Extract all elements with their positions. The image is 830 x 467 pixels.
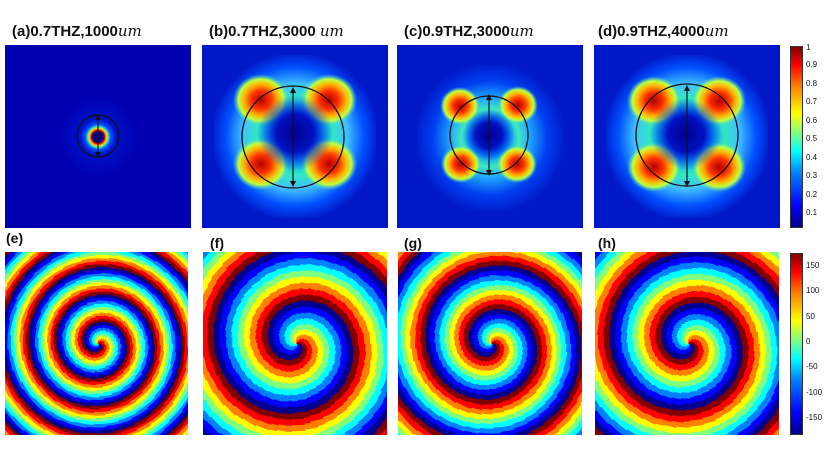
intensity-tick: 0.9 xyxy=(806,60,817,69)
panel-c-title: (c)0.9THZ,3000um xyxy=(404,22,534,40)
phase-tick: 100 xyxy=(806,286,819,295)
phase-tick: -100 xyxy=(806,388,822,397)
intensity-panel-b xyxy=(202,45,388,228)
intensity-panel-a xyxy=(5,45,191,228)
panel-b-title: (b)0.7THZ,3000 um xyxy=(209,22,344,40)
intensity-colorbar xyxy=(790,46,803,228)
panel-a-title: (a)0.7THZ,1000um xyxy=(12,22,142,40)
intensity-tick: 0.1 xyxy=(806,208,817,217)
intensity-tick: 0.3 xyxy=(806,171,817,180)
intensity-panel-d xyxy=(594,45,780,228)
phase-tick: 150 xyxy=(806,261,819,270)
intensity-tick: 0.5 xyxy=(806,134,817,143)
phase-panel-f xyxy=(203,252,387,435)
intensity-tick: 0.6 xyxy=(806,116,817,125)
panel-d-title: (d)0.9THZ,4000um xyxy=(598,22,729,40)
phase-panel-e xyxy=(5,252,188,435)
phase-colorbar xyxy=(790,253,803,435)
intensity-tick: 0.8 xyxy=(806,79,817,88)
phase-tick: -150 xyxy=(806,413,822,422)
intensity-tick: 0.2 xyxy=(806,190,817,199)
panel-f-label: (f) xyxy=(210,235,224,251)
phase-tick: 0 xyxy=(806,337,810,346)
phase-tick: 50 xyxy=(806,312,815,321)
phase-panel-g xyxy=(398,252,582,435)
intensity-panel-c xyxy=(397,45,583,228)
panel-g-label: (g) xyxy=(404,235,422,251)
intensity-tick: 0.4 xyxy=(806,153,817,162)
intensity-tick: 0.7 xyxy=(806,97,817,106)
panel-h-label: (h) xyxy=(598,235,616,251)
panel-e-label: (e) xyxy=(6,230,23,246)
phase-panel-h xyxy=(595,252,779,435)
phase-tick: -50 xyxy=(806,362,818,371)
intensity-tick: 1 xyxy=(806,43,810,52)
